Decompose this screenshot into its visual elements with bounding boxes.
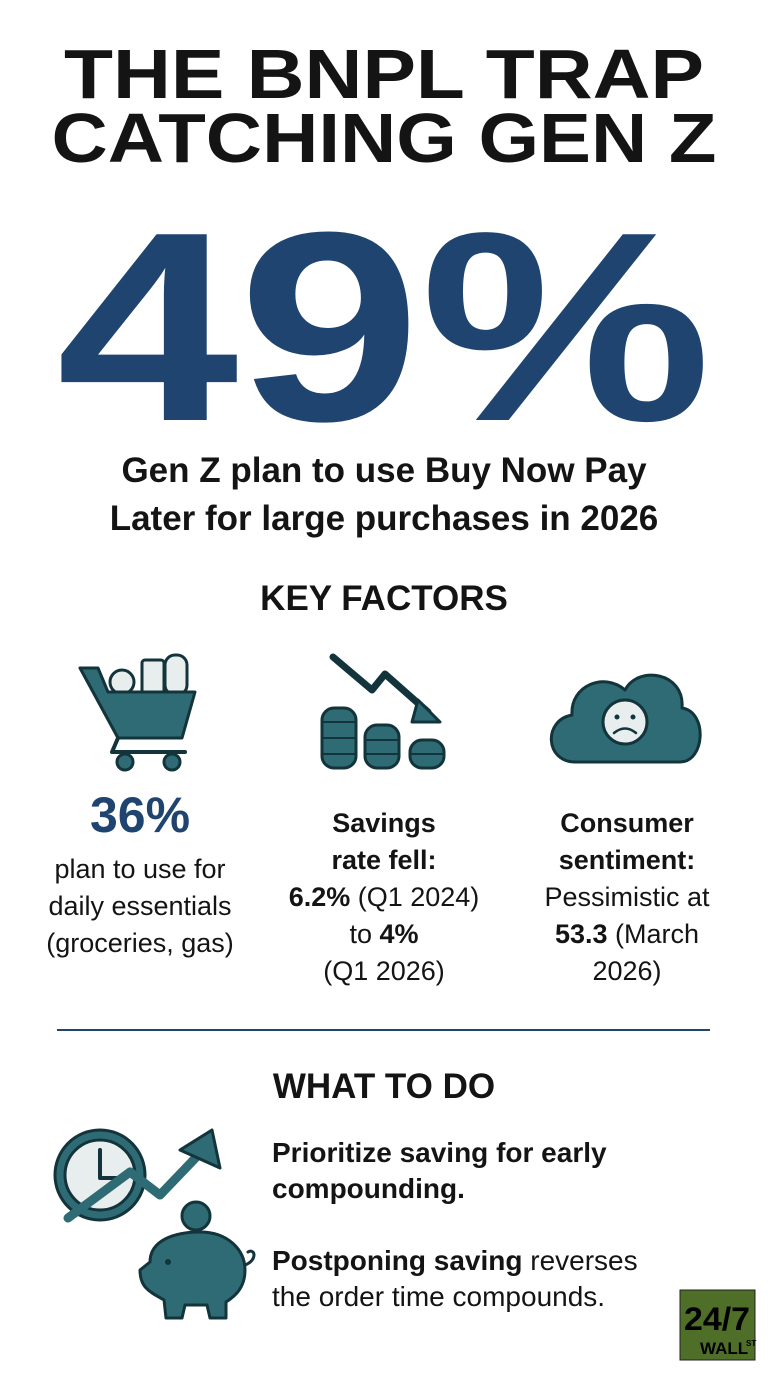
section-heading: WHAT TO DO bbox=[273, 1067, 495, 1106]
factor-text: 53.3 (March bbox=[555, 919, 699, 949]
text-span: (groceries, gas) bbox=[46, 928, 234, 958]
logo-text: ST bbox=[746, 1339, 756, 1348]
cart-icon bbox=[78, 653, 197, 772]
headline-text: Later for large purchases in 2026 bbox=[110, 499, 659, 538]
factor-text: Pessimistic at bbox=[544, 882, 710, 912]
coins-icon bbox=[320, 653, 446, 770]
text-span: (Q1 2026) bbox=[323, 956, 445, 986]
text-span: rate fell: bbox=[331, 845, 436, 875]
text-span: daily essentials bbox=[48, 891, 231, 921]
text-span: Pessimistic at bbox=[544, 882, 710, 912]
text-span: the order time compounds. bbox=[272, 1281, 605, 1312]
section-heading: KEY FACTORS bbox=[260, 579, 508, 618]
saving-icon bbox=[53, 1128, 256, 1320]
factor-text: Consumer bbox=[560, 808, 694, 838]
title-line: CATCHING GEN Z bbox=[52, 99, 717, 177]
factor-text: sentiment: bbox=[559, 845, 696, 875]
text-span: (March bbox=[608, 919, 700, 949]
factor-stat: 36% bbox=[90, 787, 190, 843]
text-span: 6.2% bbox=[289, 882, 351, 912]
factor-text: (Q1 2026) bbox=[323, 956, 445, 986]
logo-background bbox=[679, 1289, 756, 1361]
logo: 24/7 WALL ST bbox=[679, 1289, 756, 1361]
text-span: Savings bbox=[332, 808, 436, 838]
text-span: plan to use for bbox=[54, 854, 225, 884]
action-text: the order time compounds. bbox=[272, 1281, 605, 1312]
action-text: compounding. bbox=[272, 1173, 465, 1204]
text-span: 2026) bbox=[592, 956, 661, 986]
title-line: THE BNPL TRAP bbox=[64, 35, 704, 113]
text-span: Postponing saving bbox=[272, 1245, 522, 1276]
action-text: Prioritize saving for early bbox=[272, 1137, 607, 1168]
factor-text: to 4% bbox=[349, 919, 418, 949]
logo-text: WALL bbox=[700, 1339, 748, 1358]
text-span: to bbox=[349, 919, 379, 949]
text-span: Consumer bbox=[560, 808, 694, 838]
factor-text: (groceries, gas) bbox=[46, 928, 234, 958]
action-text: Postponing saving reverses bbox=[272, 1245, 638, 1276]
text-span: Prioritize saving for early bbox=[272, 1137, 607, 1168]
factor-text: plan to use for bbox=[54, 854, 225, 884]
cloud-icon bbox=[549, 673, 702, 764]
headline-stat: 49% bbox=[57, 177, 712, 478]
factor-text: Savings bbox=[332, 808, 436, 838]
factor-text: 2026) bbox=[592, 956, 661, 986]
factor-text: daily essentials bbox=[48, 891, 231, 921]
logo-text: 24/7 bbox=[684, 1301, 750, 1337]
text-span: reverses bbox=[522, 1245, 637, 1276]
factor-text: 6.2% (Q1 2024) bbox=[289, 882, 480, 912]
text-span: (Q1 2024) bbox=[350, 882, 479, 912]
text-span: sentiment: bbox=[559, 845, 696, 875]
text-span: compounding. bbox=[272, 1173, 465, 1204]
text-span: 4% bbox=[380, 919, 419, 949]
headline-text: Gen Z plan to use Buy Now Pay bbox=[121, 451, 647, 490]
factor-text: rate fell: bbox=[331, 845, 436, 875]
text-span: 53.3 bbox=[555, 919, 608, 949]
